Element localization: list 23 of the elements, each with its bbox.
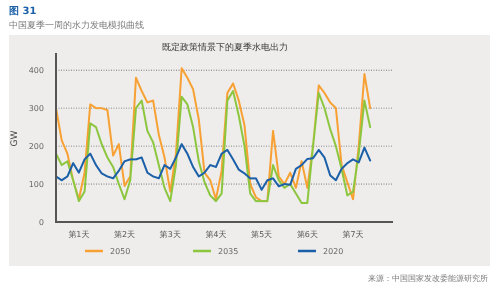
y-tick-label: 200 bbox=[28, 142, 44, 152]
legend-label: 2020 bbox=[323, 247, 344, 256]
x-tick-label: 第7天 bbox=[342, 230, 364, 239]
x-tick-label: 第2天 bbox=[114, 230, 136, 239]
y-tick-label: 0 bbox=[38, 218, 44, 227]
text: 中国夏季一周的水力发电模拟曲线 bbox=[9, 20, 144, 31]
y-tick-label: 100 bbox=[28, 180, 44, 190]
legend-label: 2035 bbox=[218, 247, 238, 256]
caption: 图 31 bbox=[9, 6, 36, 17]
y-tick-label: 400 bbox=[28, 66, 44, 76]
line-series bbox=[55, 90, 372, 204]
x-tick-label: 第3天 bbox=[160, 230, 181, 239]
x-tick-label: 第1天 bbox=[68, 230, 90, 239]
legend-label: 2050 bbox=[110, 247, 130, 256]
x-tick-label: 第5天 bbox=[251, 230, 272, 239]
x-tick-label: 第4天 bbox=[205, 230, 226, 239]
y-tick-label: 300 bbox=[28, 104, 44, 114]
source-note: 来源：中国国家发改委能源研究所 bbox=[368, 274, 488, 283]
line-series bbox=[55, 143, 372, 191]
line-series bbox=[55, 67, 372, 202]
y-axis-title: GW bbox=[10, 130, 20, 146]
x-tick-label: 第6天 bbox=[296, 230, 318, 239]
chart-title: 既定政策情景下的夏季水电出力 bbox=[162, 42, 288, 53]
